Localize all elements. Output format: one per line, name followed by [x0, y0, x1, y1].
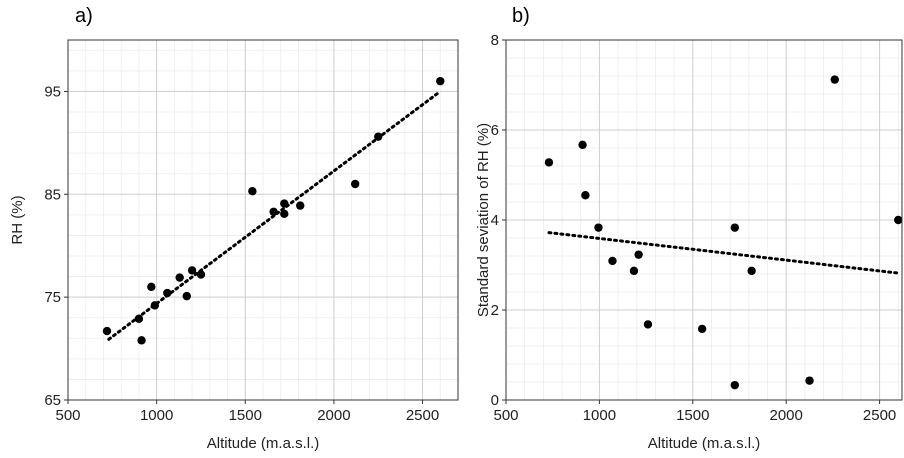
panel-a-data-point — [175, 273, 184, 282]
panel-b-y-tick-label: 6 — [491, 122, 499, 139]
panel-a-points — [102, 76, 445, 345]
panel-b-data-point — [578, 140, 587, 150]
panel-b-data-point — [697, 324, 707, 334]
panel-b-y-tick-label: 4 — [491, 212, 499, 229]
panel-b-x-tick-label: 500 — [493, 407, 518, 424]
panel-a-data-point — [436, 76, 445, 86]
panel-b-data-point — [643, 320, 653, 329]
panel-a-y-tick-label: 85 — [44, 186, 61, 203]
panel-b-data-point — [594, 223, 603, 232]
panel-a-data-point — [147, 282, 156, 292]
panel-a-data-point — [150, 301, 160, 310]
panel-b-trend-line — [547, 231, 900, 275]
panel-b-data-point — [730, 223, 740, 232]
panel-a-data-point — [350, 179, 360, 189]
panel-b: b) 500 1000 1500 2000 2500 0 2 4 6 8 Altitude (m.… — [475, 5, 903, 452]
panel-a-data-point — [196, 270, 206, 279]
panel-b-x-tick-label: 1500 — [676, 407, 709, 424]
panel-a-y-tick-label: 75 — [44, 289, 61, 306]
panel-a-data-point — [134, 314, 144, 323]
panel-a-data-point — [102, 326, 112, 336]
panel-b-data-point — [730, 380, 740, 390]
panel-b-grid — [505, 39, 902, 401]
panel-a-data-point — [296, 201, 305, 210]
panel-b-x-axis-label: Altitude (m.a.s.l.) — [648, 435, 761, 452]
panel-b-x-tick-label: 1000 — [583, 407, 616, 424]
panel-b-data-point — [581, 191, 590, 200]
panel-b-x-tick-label: 2000 — [770, 407, 803, 424]
panel-a-y-tick-label: 65 — [44, 392, 61, 409]
panel-b-y-axis-label: Standard seviation of RH (%) — [475, 123, 492, 317]
panel-a-data-point — [280, 209, 289, 219]
panel-a: a) 500 1000 1500 2000 2500 65 75 85 95 Altitude … — [9, 5, 459, 452]
panel-a-data-point — [248, 187, 257, 196]
panel-b-data-point — [830, 75, 839, 84]
panel-a-y-tick-label: 95 — [44, 83, 61, 100]
panel-a-x-tick-label: 500 — [55, 407, 80, 424]
panel-b-x-tick-label: 2500 — [863, 407, 896, 424]
panel-a-x-axis-label: Altitude (m.a.s.l.) — [207, 435, 320, 452]
panel-a-data-point — [163, 288, 172, 298]
panel-b-points — [544, 75, 903, 390]
panel-b-data-point — [747, 266, 756, 276]
panel-a-y-axis-label: RH (%) — [9, 195, 26, 244]
panel-b-data-point — [608, 256, 617, 266]
panel-a-grid — [67, 40, 459, 401]
panel-a-x-tick-label: 1500 — [229, 407, 262, 424]
panel-b-y-tick-label: 0 — [491, 392, 499, 409]
panel-b-data-point — [629, 266, 639, 276]
panel-a-data-point — [280, 199, 289, 208]
panel-a-x-tick-label: 1000 — [140, 407, 173, 424]
panel-b-data-point — [805, 376, 814, 385]
panel-b-trend — [547, 231, 900, 275]
panel-a-data-point — [187, 266, 197, 275]
panel-b-data-point — [894, 215, 903, 225]
panel-a-data-point — [269, 207, 278, 216]
panel-b-label: b) — [512, 5, 530, 27]
panel-a-x-tick-label: 2000 — [317, 407, 350, 424]
panel-b-y-tick-label: 2 — [491, 302, 499, 319]
panel-a-ticks: 500 1000 1500 2000 2500 65 75 85 95 — [44, 83, 439, 424]
panel-a-label: a) — [75, 5, 93, 27]
panel-a-data-point — [137, 336, 146, 345]
panel-a-frame — [67, 39, 459, 401]
panel-a-data-point — [182, 291, 191, 301]
panel-a-x-tick-label: 2500 — [406, 407, 439, 424]
panel-b-ticks: 500 1000 1500 2000 2500 0 2 4 6 8 — [491, 32, 897, 424]
panel-b-data-point — [544, 158, 554, 167]
panel-b-y-tick-label: 8 — [491, 32, 499, 49]
panel-a-data-point — [374, 132, 383, 141]
panel-b-data-point — [634, 250, 643, 259]
